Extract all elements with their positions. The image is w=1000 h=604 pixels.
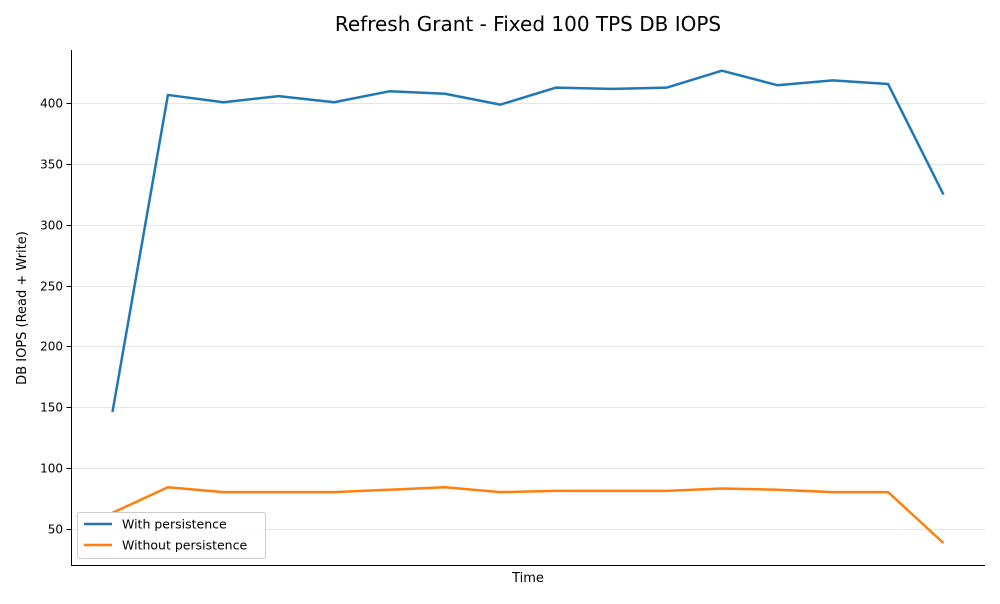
x-axis-label: Time [511, 571, 544, 586]
chart-title: Refresh Grant - Fixed 100 TPS DB IOPS [335, 12, 721, 36]
y-axis-label: DB IOPS (Read + Write) [15, 231, 30, 385]
y-tick-label-100: 100 [40, 462, 63, 476]
legend-label-without-persistence: Without persistence [122, 538, 247, 553]
y-tick-label-250: 250 [40, 280, 63, 294]
grid [71, 103, 985, 530]
series-line-without-persistence [111, 486, 945, 545]
series-line-with-persistence [111, 69, 945, 413]
y-tick-label-300: 300 [40, 219, 63, 233]
y-tick-label-200: 200 [40, 340, 63, 354]
y-tick-label-150: 150 [40, 401, 63, 415]
legend-frame [77, 512, 266, 559]
y-tick-label-350: 350 [40, 158, 63, 172]
y-tick-label-50: 50 [48, 523, 63, 537]
y-ticks: 50 100 150 200 250 300 350 400 [40, 97, 72, 537]
legend-label-with-persistence: With persistence [122, 517, 227, 532]
y-tick-label-400: 400 [40, 97, 63, 111]
series-lines [111, 69, 945, 545]
legend: With persistence Without persistence [77, 512, 266, 559]
